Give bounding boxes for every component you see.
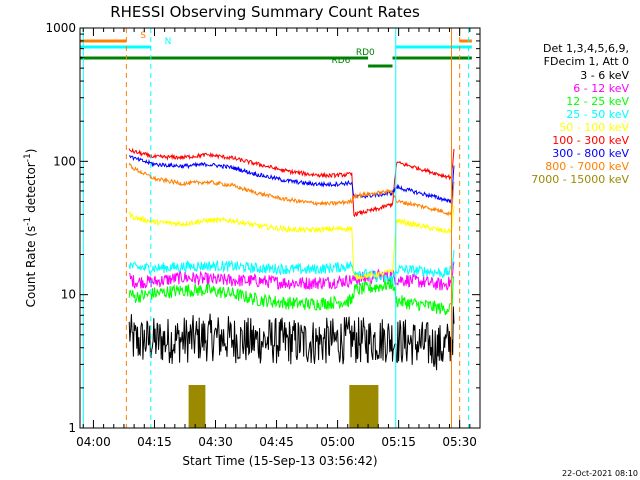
y-tick-label-2: 100 [53,154,76,168]
x-tick-label-2: 04:30 [198,435,233,449]
legend-header-line-2: FDecim 1, Att 0 [544,55,629,68]
y-label-sup-2: -1 [23,153,33,162]
x-tick-label-0: 04:00 [76,435,111,449]
legend: Det 1,3,4,5,6,9, FDecim 1, Att 0 3 - 6 k… [531,42,629,186]
y-axis-ticks: 1 10 100 1000 [45,21,480,435]
y-label-end: ) [24,149,38,154]
x-tick-label-5: 05:15 [381,435,416,449]
legend-entry-3: 25 - 50 keV [566,108,629,121]
series-line-1 [128,261,455,291]
series-line-7 [128,162,455,217]
legend-entry-4: 50 - 100 keV [559,121,629,134]
legend-entry-0: 3 - 6 keV [580,69,629,82]
y-label-main: Count Rate (s [24,226,38,308]
legend-entry-6: 300 - 800 keV [552,147,629,160]
legend-entry-5: 100 - 300 keV [552,134,629,147]
x-tick-label-1: 04:15 [137,435,172,449]
series-line-3 [128,249,455,286]
legend-header-line-1: Det 1,3,4,5,6,9, [543,42,629,55]
series-line-6 [128,154,455,205]
y-label-sup-1: -1 [23,217,33,226]
y-tick-label-1: 10 [61,288,76,302]
flag-label-s: S [140,31,146,41]
legend-entry-7: 800 - 7000 keV [545,160,629,173]
series-line-2 [128,275,455,316]
y-tick-label-0: 1 [68,421,76,435]
burst-7000-keV-1 [349,385,379,428]
time-markers [82,28,470,428]
y-axis-label: Count Rate (s-1 detector-1) [23,149,38,308]
series-lines [128,147,455,428]
x-tick-label-4: 05:00 [320,435,355,449]
legend-entry-8: 7000 - 15000 keV [531,173,629,186]
legend-entry-1: 6 - 12 keV [573,82,629,95]
legend-entry-2: 12 - 25 keV [566,95,629,108]
series-line-5 [128,147,455,218]
flag-label-rd6: RD6 [331,56,350,66]
x-tick-label-3: 04:45 [259,435,294,449]
footer-date: 22-Oct-2021 08:10 [562,469,638,478]
series-line-4 [128,205,455,280]
chart-title: RHESSI Observing Summary Count Rates [110,3,420,21]
y-tick-label-3: 1000 [45,21,76,35]
status-flag-bars: S N RD0 RD6 [80,31,472,68]
flag-label-n: N [165,37,172,47]
x-axis-label: Start Time (15-Sep-13 03:56:42) [182,454,377,468]
x-tick-label-6: 05:30 [442,435,477,449]
plot-frame [79,27,481,429]
y-label-mid: detector [24,162,38,217]
series-line-0 [128,306,455,371]
x-axis-ticks: 04:00 04:15 04:30 04:45 05:00 05:15 05:30 [76,28,481,449]
burst-7000-keV-0 [188,385,206,428]
flag-label-rd0: RD0 [356,48,375,58]
